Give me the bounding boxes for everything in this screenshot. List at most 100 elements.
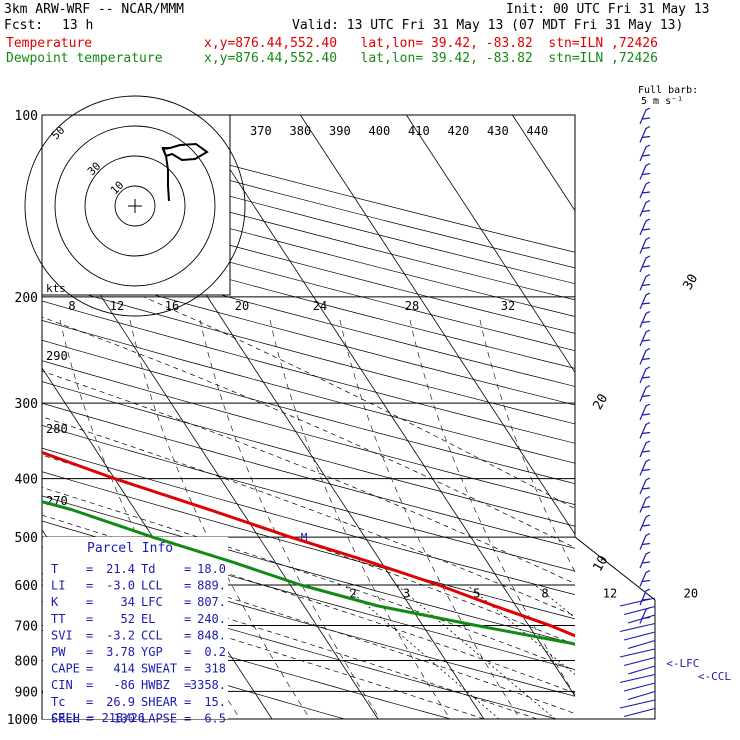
- isotherm-tick-label: 10: [590, 553, 611, 574]
- dry-adiabat-line: [42, 263, 575, 406]
- wind-barb-feather: [641, 246, 651, 250]
- pressure-tick-label: 800: [15, 654, 38, 669]
- parcel-info-label: LFC: [141, 595, 163, 609]
- parcel-info-value: -3.2: [106, 628, 135, 642]
- parcel-info-equals: =: [86, 662, 93, 676]
- wind-barb: [623, 656, 656, 667]
- parcel-info-value: -3.0: [106, 579, 135, 593]
- hodograph-frame: [41, 114, 231, 296]
- parcel-info-equals: =: [184, 678, 191, 692]
- parcel-info-equals: =: [86, 628, 93, 642]
- cape-dashed-line: [59, 319, 241, 719]
- plot-frame: [41, 114, 656, 720]
- dewpoint-location: x,y=876.44,552.40 lat,lon= 39.42, -83.82…: [204, 51, 658, 66]
- wind-barb-feather: [641, 191, 651, 194]
- theta-label: 400: [369, 124, 391, 138]
- parcel-info-equals: =: [184, 711, 191, 725]
- cape-dashed-line: [199, 319, 381, 719]
- dry-adiabat-line: [42, 245, 575, 387]
- wind-barb: [619, 648, 656, 658]
- parcel-info-value: 15.: [204, 695, 226, 709]
- init-time: Init: 00 UTC Fri 31 May 13: [506, 2, 710, 17]
- parcel-info-label: SREH: [51, 711, 80, 725]
- mixing-ratio-line: [534, 584, 575, 619]
- cape-dashed-line: [269, 319, 451, 719]
- parcel-info-label: Td: [141, 562, 155, 576]
- wind-barb-feather: [641, 542, 651, 546]
- wind-barb: [639, 477, 651, 495]
- wind-barb: [639, 292, 651, 310]
- theta-label: 420: [448, 124, 470, 138]
- theta-label: 380: [290, 124, 312, 138]
- wind-barb: [639, 236, 651, 254]
- temperature-location: x,y=876.44,552.40 lat,lon= 39.42, -83.82…: [204, 36, 658, 51]
- wind-barb-feather: [641, 357, 651, 361]
- wind-barb-feather: [641, 561, 651, 564]
- mixing-ratio-label: 8: [541, 587, 548, 601]
- parcel-info-value: 807.: [197, 595, 226, 609]
- mixing-ratio-label: 3: [403, 587, 410, 601]
- wind-barb: [639, 421, 651, 439]
- moist-adiabat-line: [42, 560, 538, 719]
- wind-barb: [623, 707, 656, 718]
- wind-barb-feather: [641, 413, 651, 416]
- parcel-info-value: 240.: [197, 612, 226, 626]
- pressure-tick-label: 500: [15, 531, 38, 546]
- wind-barb: [639, 162, 651, 180]
- cape-speed-tick-label: 16: [165, 299, 179, 313]
- parcel-info-equals: =: [86, 562, 93, 576]
- wind-barb: [627, 690, 656, 701]
- wind-barb-feather: [641, 450, 651, 453]
- dewpoint-profile: [42, 500, 575, 646]
- parcel-info-equals: =: [86, 579, 93, 593]
- wind-barb-feather: [641, 154, 651, 157]
- wind-barb-feather: [641, 320, 651, 324]
- mixing-ratio-line: [596, 585, 740, 719]
- parcel-info-label: T: [51, 562, 58, 576]
- cape-speed-tick-label: 20: [235, 299, 249, 313]
- barb-key-label: Full barb:: [638, 85, 698, 96]
- parcel-info-label: HWBZ: [141, 678, 170, 692]
- wind-barb: [627, 639, 656, 650]
- parcel-info-equals: =: [86, 612, 93, 626]
- wind-barb: [639, 144, 651, 162]
- hodograph-ring: [54, 125, 216, 287]
- wind-barbs: Full barb:5 m s⁻¹: [619, 85, 698, 718]
- parcel-info-equals: =: [86, 595, 93, 609]
- wind-barb: [619, 597, 656, 607]
- parcel-info-label: YGP: [141, 645, 163, 659]
- sounding-profiles: [42, 450, 575, 646]
- cape-speed-tick-label: 12: [110, 299, 124, 313]
- wind-barb-feather: [641, 135, 651, 139]
- wind-barb: [639, 366, 651, 384]
- hodograph-ring: [24, 95, 246, 317]
- skewt-axes: 100 200 300 400 500 600 700 800 900 1000: [7, 109, 656, 728]
- barb-key-units: 5 m s⁻¹: [641, 96, 683, 107]
- wind-barb-feather: [641, 431, 651, 435]
- wind-barb-feather: [641, 394, 651, 398]
- wind-barb: [639, 440, 651, 458]
- wind-barb: [619, 673, 656, 684]
- model-title: 3km ARW-WRF -- NCAR/MMM: [4, 2, 185, 17]
- wind-barb: [627, 665, 656, 675]
- parcel-info-cell: CELL = 218/26: [51, 711, 145, 725]
- wind-barb-feather: [641, 376, 651, 379]
- wind-barb: [639, 403, 651, 421]
- cape-speed-tick-label: 28: [405, 299, 419, 313]
- isotherm-line: [406, 115, 575, 374]
- wind-barb: [639, 329, 651, 347]
- parcel-info-label: LCL: [141, 579, 163, 593]
- dry-adiabat-line: [42, 281, 575, 425]
- wind-barb: [623, 682, 656, 692]
- parcel-info-label: SHEAR: [141, 695, 178, 709]
- dry-adiabat-line: [42, 300, 575, 444]
- mixing-ratio-line: [396, 584, 556, 719]
- wind-barb: [619, 622, 656, 633]
- parcel-info-label: LI: [51, 579, 65, 593]
- theta-label: 410: [408, 124, 430, 138]
- parcel-info-label: Tc: [51, 695, 65, 709]
- parcel-info-value: 26.9: [106, 695, 135, 709]
- theta-label: 390: [329, 124, 351, 138]
- parcel-info-value: 18.0: [197, 562, 226, 576]
- parcel-info-label: K: [51, 595, 59, 609]
